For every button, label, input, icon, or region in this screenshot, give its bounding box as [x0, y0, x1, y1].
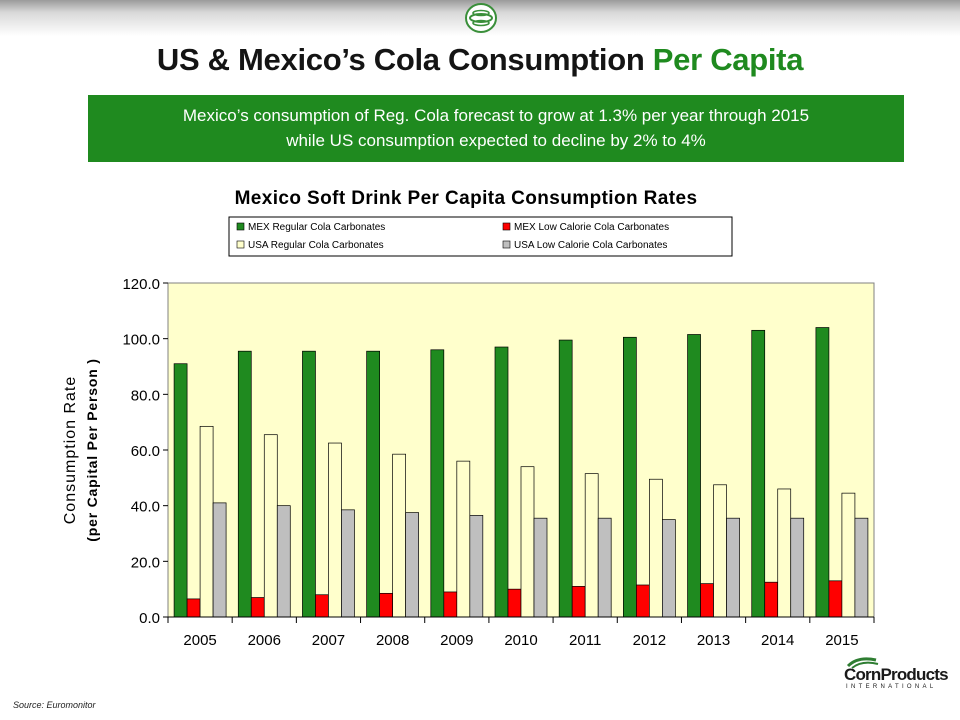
bar [687, 334, 701, 618]
bar [173, 363, 188, 618]
bar [366, 350, 380, 618]
x-tick-label: 2015 [825, 632, 858, 649]
y-axis-label: Consumption Rate [62, 376, 79, 525]
legend-swatch [502, 240, 511, 249]
bar [520, 466, 535, 618]
bar [584, 473, 599, 618]
x-tick-label: 2007 [312, 632, 345, 649]
brand-logo: CornProducts INTERNATIONAL [838, 656, 949, 694]
bar [558, 339, 573, 618]
x-tick-label: 2010 [504, 632, 537, 649]
bar [662, 519, 676, 618]
y-tick-label: 20.0 [131, 554, 160, 571]
bar [186, 598, 201, 618]
source-note: Source: Euromonitor [13, 700, 96, 710]
bar [443, 591, 458, 618]
legend-swatch [236, 222, 245, 231]
bar [494, 346, 509, 618]
bar [302, 350, 316, 618]
brand-swoosh-icon [846, 657, 879, 669]
legend-label: MEX Regular Cola Carbonates [248, 222, 385, 233]
brand-name: CornProducts [844, 665, 949, 684]
bar [199, 425, 214, 618]
bar [828, 580, 843, 618]
y-tick-label: 100.0 [122, 332, 160, 349]
x-tick-label: 2013 [697, 632, 730, 649]
bar [597, 517, 612, 618]
bar [379, 592, 393, 618]
bar [250, 597, 265, 618]
bar [469, 515, 484, 618]
bar [700, 583, 714, 618]
bar [263, 434, 278, 618]
y-axis-label-units: (per Capital Per Person ) [84, 358, 100, 541]
banner-line-2: while US consumption expected to decline… [286, 131, 706, 150]
bar [841, 492, 856, 618]
x-tick-label: 2012 [633, 632, 666, 649]
title-main: US & Mexico’s Cola Consumption [156, 42, 653, 77]
bar [430, 349, 445, 618]
bar [341, 509, 355, 618]
legend-label: USA Regular Cola Carbonates [248, 240, 384, 251]
y-tick-label: 120.0 [122, 276, 160, 293]
legend-label: USA Low Calorie Cola Carbonates [514, 240, 667, 251]
bar [392, 453, 406, 618]
bar [276, 505, 291, 618]
bar [328, 442, 342, 618]
bar [212, 502, 227, 618]
x-tick-label: 2006 [248, 632, 281, 649]
x-tick-label: 2008 [376, 632, 409, 649]
bar [571, 586, 586, 618]
chart-title: Mexico Soft Drink Per Capita Consumption… [235, 188, 698, 209]
bar [777, 488, 792, 618]
bar [713, 484, 727, 618]
legend-swatch [502, 222, 511, 231]
x-tick-label: 2011 [569, 632, 601, 649]
y-tick-label: 80.0 [131, 387, 160, 404]
bar [507, 588, 522, 618]
legend-box [228, 216, 733, 257]
legend-label: MEX Low Calorie Cola Carbonates [514, 222, 669, 233]
brand-subtitle: INTERNATIONAL [846, 684, 937, 690]
bar [315, 594, 329, 618]
summary-banner: Mexico’s consumption of Reg. Cola foreca… [88, 95, 904, 162]
banner-line-1: Mexico’s consumption of Reg. Cola foreca… [182, 106, 810, 125]
y-tick-label: 60.0 [131, 443, 160, 460]
bar [237, 350, 252, 618]
bar [854, 517, 869, 618]
x-tick-label: 2009 [440, 632, 473, 649]
bar [649, 478, 663, 618]
y-tick-label: 0.0 [139, 610, 160, 627]
bar [726, 517, 740, 618]
title-accent: Per Capita [652, 42, 804, 77]
x-tick-label: 2014 [761, 632, 794, 649]
bar [764, 581, 779, 618]
page-title: US & Mexico’s Cola Consumption Per Capit… [0, 42, 960, 78]
x-tick-label: 2005 [183, 632, 216, 649]
bar [790, 517, 805, 618]
bar [636, 584, 650, 618]
bar [456, 460, 471, 618]
legend-swatch [236, 240, 245, 249]
bar [623, 336, 637, 618]
y-tick-label: 40.0 [131, 499, 160, 516]
bar [405, 512, 419, 618]
bar [815, 327, 830, 618]
bar [533, 517, 548, 618]
bar [751, 329, 766, 618]
globe-logo-icon [465, 3, 497, 33]
